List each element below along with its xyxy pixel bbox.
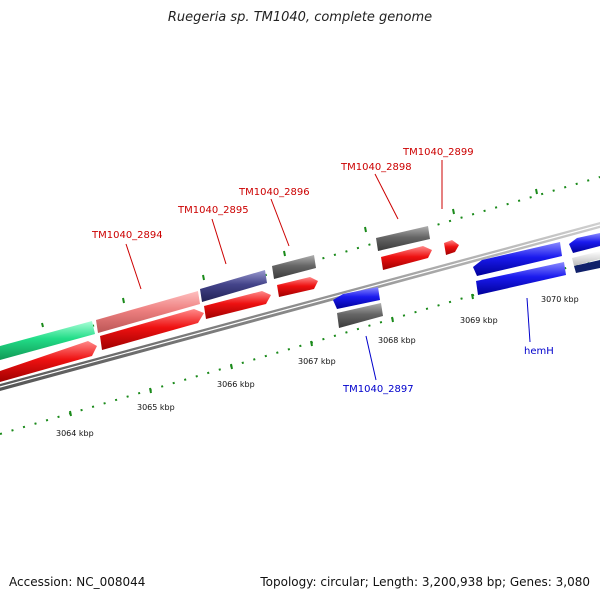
scale-label-3070: 3070 kbp xyxy=(541,295,579,304)
feature-gray-2896 xyxy=(272,255,316,279)
cds-arrow-left xyxy=(0,341,97,382)
map-title: Ruegeria sp. TM1040, complete genome xyxy=(167,10,433,25)
cds-arrow-upper-right xyxy=(473,242,562,276)
feature-purple xyxy=(200,270,267,302)
gene-label-2897: TM1040_2897 xyxy=(342,384,414,395)
footer-stats: Topology: circular; Length: 3,200,938 bp… xyxy=(260,575,590,589)
backbone-highlight xyxy=(0,224,600,388)
cds-arrow-2897 xyxy=(333,287,380,309)
cds-arrow-2899 xyxy=(444,240,459,255)
feature-gray-2898 xyxy=(376,226,430,251)
gene-label-2894: TM1040_2894 xyxy=(91,230,163,241)
feature-pink xyxy=(96,291,200,333)
label-leaders-blue xyxy=(365,297,531,381)
scale-label-3068: 3068 kbp xyxy=(378,336,416,345)
footer-accession: Accession: NC_008044 xyxy=(9,575,146,589)
feature-edge-white xyxy=(572,251,600,266)
feature-edge-navy xyxy=(574,260,600,273)
gene-label-2896: TM1040_2896 xyxy=(238,187,310,198)
scale-label-3069: 3069 kbp xyxy=(460,316,498,325)
label-leaders-red xyxy=(125,160,443,290)
cds-arrow-2898 xyxy=(381,246,432,270)
cds-arrow-2896 xyxy=(277,277,318,297)
feature-gray-2897 xyxy=(337,303,383,328)
gene-label-hemH: hemH xyxy=(524,346,554,357)
gene-label-2895: TM1040_2895 xyxy=(177,205,249,216)
cds-arrow-hemH xyxy=(476,262,566,295)
scale-label-3067: 3067 kbp xyxy=(298,357,336,366)
cds-arrow-2895 xyxy=(204,291,271,319)
cds-arrow-2894 xyxy=(100,309,204,350)
scale-label-3065: 3065 kbp xyxy=(137,403,175,412)
cds-arrow-edge-1 xyxy=(569,233,600,253)
gene-label-2898: TM1040_2898 xyxy=(340,162,412,173)
inner-tick-track xyxy=(0,257,600,435)
inner-major-ticks xyxy=(69,269,555,417)
feature-green xyxy=(0,321,95,360)
scale-label-3066: 3066 kbp xyxy=(217,380,255,389)
outer-major-ticks xyxy=(41,188,538,328)
scale-label-3064: 3064 kbp xyxy=(56,429,94,438)
gene-label-2899: TM1040_2899 xyxy=(402,147,474,158)
